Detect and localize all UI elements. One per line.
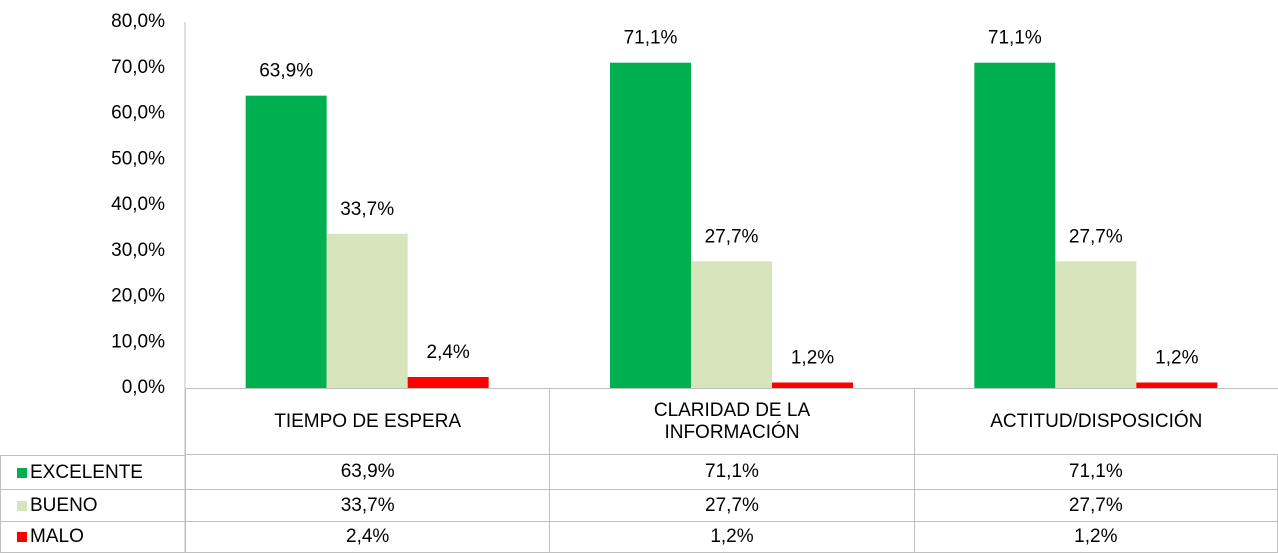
table-cell: 33,7%: [185, 490, 550, 522]
table-category: TIEMPO DE ESPERA: [185, 388, 550, 455]
data-label: 1,2%: [1155, 348, 1198, 369]
table-cell: 1,2%: [549, 522, 914, 553]
table-cell: 2,4%: [185, 522, 550, 553]
table-category: CLARIDAD DE LA INFORMACIÓN: [549, 388, 914, 455]
y-tick-label: 80,0%: [111, 11, 165, 32]
y-tick-label: 0,0%: [122, 377, 165, 398]
data-label: 71,1%: [988, 28, 1042, 49]
legend-swatch: [17, 500, 27, 511]
table-cell: 27,7%: [549, 490, 914, 522]
y-tick-label: 40,0%: [111, 194, 165, 215]
data-label: 63,9%: [259, 61, 313, 82]
data-label: 1,2%: [791, 348, 834, 369]
y-tick-label: 30,0%: [111, 240, 165, 261]
y-tick-label: 20,0%: [111, 286, 165, 307]
legend-swatch: [17, 532, 27, 542]
bar: [772, 382, 853, 388]
legend-label: MALO: [30, 526, 84, 547]
table-cell: 63,9%: [185, 455, 550, 490]
data-label: 33,7%: [340, 199, 394, 220]
data-label: 2,4%: [427, 342, 470, 363]
bar: [326, 233, 408, 388]
bar: [407, 377, 489, 388]
y-tick-label: 60,0%: [111, 103, 165, 124]
table-cell: 27,7%: [913, 490, 1278, 522]
y-tick-label: 70,0%: [111, 57, 165, 78]
legend-label: BUENO: [30, 494, 98, 516]
y-tick-label: 10,0%: [111, 331, 165, 352]
table-category: ACTITUD/DISPOSICIÓN: [913, 388, 1278, 455]
legend-swatch: [17, 467, 27, 478]
bar: [245, 95, 327, 388]
legend-entry: BUENO: [0, 490, 185, 522]
legend-label: EXCELENTE: [30, 461, 143, 483]
legend-entry: EXCELENTE: [0, 455, 185, 490]
bar: [610, 62, 691, 388]
table-cell: 1,2%: [913, 522, 1278, 553]
bar: [1136, 382, 1218, 388]
table-cell: 71,1%: [549, 455, 914, 490]
bar: [691, 261, 772, 388]
bar: [1055, 261, 1137, 388]
table-cell: 71,1%: [913, 455, 1278, 490]
data-label: 27,7%: [1069, 226, 1123, 247]
data-label: 71,1%: [624, 28, 678, 49]
y-tick-label: 50,0%: [111, 148, 165, 169]
bar: [974, 62, 1056, 388]
data-label: 27,7%: [705, 226, 759, 247]
legend-entry: MALO: [0, 522, 185, 553]
